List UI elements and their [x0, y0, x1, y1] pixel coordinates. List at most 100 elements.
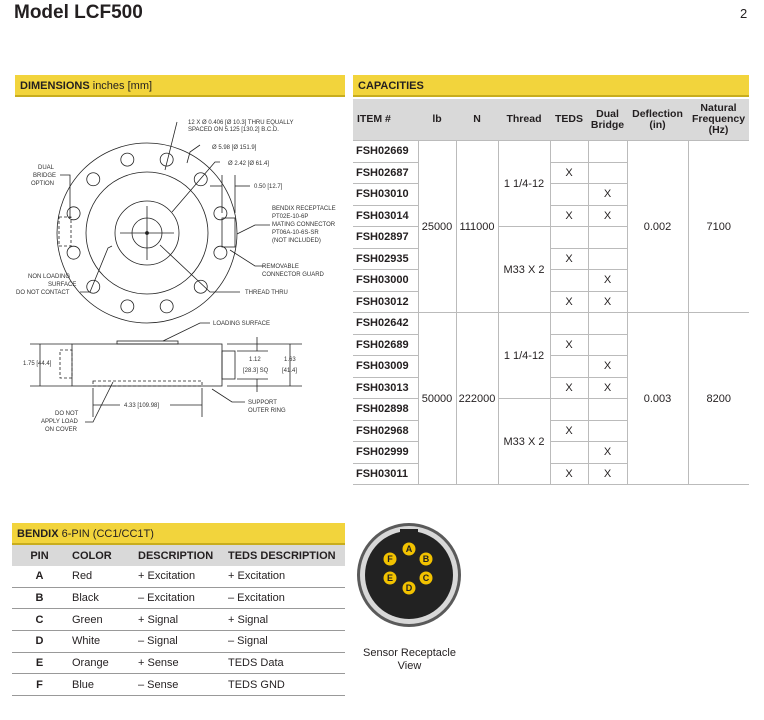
description: + Sense — [133, 652, 223, 675]
deflection: 0.003 — [626, 312, 689, 485]
table-row: FSH03000 X — [353, 269, 749, 292]
natural-frequency: 7100 — [687, 140, 749, 313]
pin-label: E — [387, 573, 393, 583]
dual-bridge-mark: X — [587, 183, 627, 206]
teds-mark — [549, 183, 589, 206]
mounting-hole — [193, 172, 208, 187]
wire-color: White — [67, 630, 133, 653]
column-header: COLOR — [67, 545, 133, 566]
bendix-heading: BENDIX 6-PIN (CC1/CC1T) — [12, 523, 345, 545]
teds-description: + Excitation — [223, 566, 345, 588]
dual-bridge-mark — [587, 226, 627, 249]
description: – Excitation — [133, 587, 223, 610]
dual-bridge-mark — [587, 333, 627, 356]
bendix-pin-table: PIN COLOR DESCRIPTION TEDS DESCRIPTION A Red… — [12, 545, 345, 697]
thread: 1 1/4-12 — [497, 312, 551, 399]
non-loading-label-3: DO NOT CONTACT — [16, 290, 70, 296]
dimension-drawing: 12 X Ø 0.406 [Ø 10.3] THRU EQUALLY SPACE… — [16, 120, 336, 433]
capacity-n: 222000 — [455, 312, 499, 485]
item-number: FSH02968 — [353, 419, 419, 442]
cover-label-3: ON COVER — [45, 427, 78, 433]
teds-description: TEDS Data — [223, 652, 345, 675]
mounting-hole — [193, 279, 208, 294]
item-number: FSH03000 — [353, 269, 419, 292]
connector-height-label: 1.63 — [284, 357, 296, 363]
column-header: Dual Bridge — [588, 99, 627, 141]
teds-mark: X — [549, 161, 589, 184]
wire-color: Red — [67, 566, 133, 588]
dual-bridge-mark: X — [587, 376, 627, 399]
guard-label-2: CONNECTOR GUARD — [262, 272, 325, 278]
teds-mark — [549, 398, 589, 421]
thread: 1 1/4-12 — [497, 140, 551, 227]
item-number: FSH02898 — [353, 398, 419, 421]
mounting-hole — [86, 279, 101, 294]
dual-bridge-mark: X — [587, 355, 627, 378]
pin-d — [402, 581, 416, 595]
mounting-hole — [120, 299, 135, 314]
teds-description: TEDS GND — [223, 673, 345, 697]
pin: C — [12, 608, 67, 632]
dual-bridge-mark: X — [587, 204, 627, 227]
receptacle-caption: Sensor Receptacle View — [352, 647, 467, 673]
mounting-hole — [66, 245, 81, 260]
inner-diameter-label: Ø 2.42 [Ø 61.4] — [228, 161, 269, 167]
column-header: lb — [418, 99, 456, 141]
dual-bridge-mark — [587, 419, 627, 442]
mounting-hole — [159, 299, 174, 314]
bendix-label: BENDIX RECEPTACLE — [272, 206, 336, 212]
receptacle-caption-line1: Sensor Receptacle — [363, 647, 456, 659]
item-number: FSH02897 — [353, 226, 419, 249]
mounting-hole — [120, 152, 135, 167]
thread-label: THREAD THRU — [245, 290, 288, 296]
pin-e — [383, 571, 397, 585]
item-number: FSH03014 — [353, 204, 419, 227]
column-header: Deflection (in) — [627, 99, 688, 141]
teds-mark: X — [549, 290, 589, 313]
dual-bridge-mark: X — [587, 462, 627, 485]
column-header: TEDS DESCRIPTION — [223, 545, 345, 566]
table-row: C Green + Signal + Signal — [12, 608, 345, 632]
support-label-2: OUTER RING — [248, 408, 286, 414]
receptacle-caption-line2: View — [397, 660, 422, 672]
teds-mark — [549, 312, 589, 335]
teds-mark — [549, 355, 589, 378]
dual-bridge-mark — [587, 398, 627, 421]
table-row: E Orange + Sense TEDS Data — [12, 652, 345, 675]
non-loading-label: NON LOADING — [28, 274, 70, 280]
description: – Sense — [133, 673, 223, 697]
item-number: FSH03011 — [353, 462, 419, 485]
table-row: D White – Signal – Signal — [12, 630, 345, 653]
table-row: B Black – Excitation – Excitation — [12, 587, 345, 610]
bendix-label-5: (NOT INCLUDED) — [272, 238, 321, 244]
bendix-heading-bold: BENDIX — [17, 528, 59, 540]
cover-label: DO NOT — [55, 411, 79, 417]
item-number: FSH02687 — [353, 161, 419, 184]
pin: B — [12, 587, 67, 610]
column-header: Thread — [498, 99, 550, 141]
top-view — [56, 121, 270, 324]
support-label: SUPPORT — [248, 400, 277, 406]
item-number: FSH03012 — [353, 290, 419, 313]
dual-bridge-mark — [587, 140, 628, 163]
wire-color: Orange — [67, 652, 133, 675]
mounting-hole — [213, 206, 228, 221]
non-loading-label-2: SURFACE — [48, 282, 76, 288]
wire-color: Blue — [67, 673, 133, 697]
pin: E — [12, 652, 67, 675]
bendix-label-3: MATING CONNECTOR — [272, 222, 336, 228]
deflection: 0.002 — [626, 140, 689, 313]
capacities-heading: CAPACITIES — [353, 75, 749, 97]
pin: F — [12, 673, 67, 697]
loading-surface-label: LOADING SURFACE — [213, 321, 270, 327]
pin-label: B — [423, 554, 430, 564]
item-number: FSH02935 — [353, 247, 419, 270]
item-number: FSH03009 — [353, 355, 419, 378]
page-number: 2 — [740, 6, 748, 21]
item-number: FSH02689 — [353, 333, 419, 356]
column-header: PIN — [12, 545, 67, 566]
bendix-label-2: PT02E-10-6P — [272, 214, 308, 220]
pin-b — [419, 552, 433, 566]
table-row: FSH03013 X X — [353, 376, 749, 399]
